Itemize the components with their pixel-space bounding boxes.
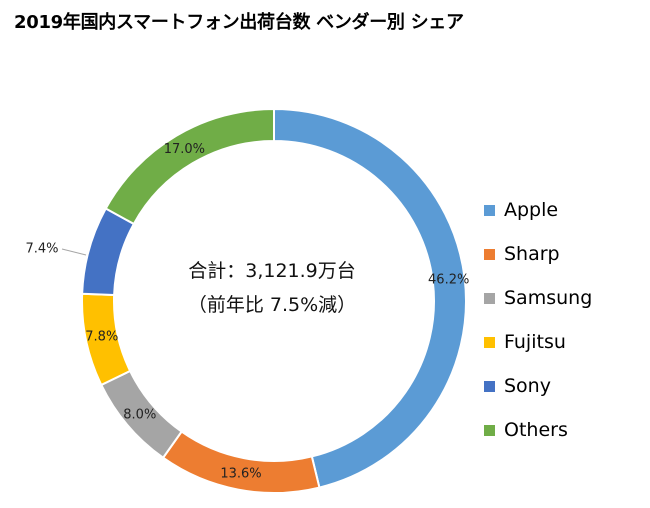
- center-total-text: 合計：3,121.9万台: [188, 260, 356, 282]
- data-label-sharp: 13.6%: [220, 466, 261, 481]
- legend-item-apple: Apple: [484, 188, 592, 232]
- slice-others: [104, 107, 275, 226]
- chart-legend: Apple Sharp Samsung Fujitsu Sony Others: [484, 188, 592, 452]
- legend-label: Apple: [504, 199, 559, 221]
- legend-label: Others: [504, 419, 568, 441]
- legend-item-samsung: Samsung: [484, 276, 592, 320]
- legend-label: Sharp: [504, 243, 560, 265]
- legend-swatch: [484, 424, 495, 436]
- data-label-samsung: 8.0%: [123, 407, 156, 422]
- legend-swatch: [484, 380, 495, 392]
- sony-label-leader-line: [61, 248, 87, 256]
- data-label-fujitsu: 7.8%: [85, 330, 118, 345]
- legend-swatch: [484, 248, 495, 260]
- legend-label: Fujitsu: [504, 331, 566, 353]
- legend-item-fujitsu: Fujitsu: [484, 320, 592, 364]
- legend-item-sony: Sony: [484, 364, 592, 408]
- data-label-apple: 46.2%: [428, 273, 469, 288]
- legend-label: Sony: [504, 375, 551, 397]
- legend-swatch: [484, 336, 495, 348]
- center-change-text: （前年比 7.5%減）: [188, 294, 356, 316]
- legend-label: Samsung: [504, 287, 593, 309]
- data-label-sony: 7.4%: [25, 242, 58, 257]
- legend-swatch: [484, 204, 495, 216]
- legend-swatch: [484, 292, 495, 304]
- legend-item-sharp: Sharp: [484, 232, 592, 276]
- data-label-others: 17.0%: [164, 142, 205, 157]
- slice-sharp: [161, 430, 321, 494]
- slice-sony: [81, 207, 136, 297]
- chart-title: 2019年国内スマートフォン出荷台数 ベンダー別 シェア: [14, 12, 464, 33]
- legend-item-others: Others: [484, 408, 592, 452]
